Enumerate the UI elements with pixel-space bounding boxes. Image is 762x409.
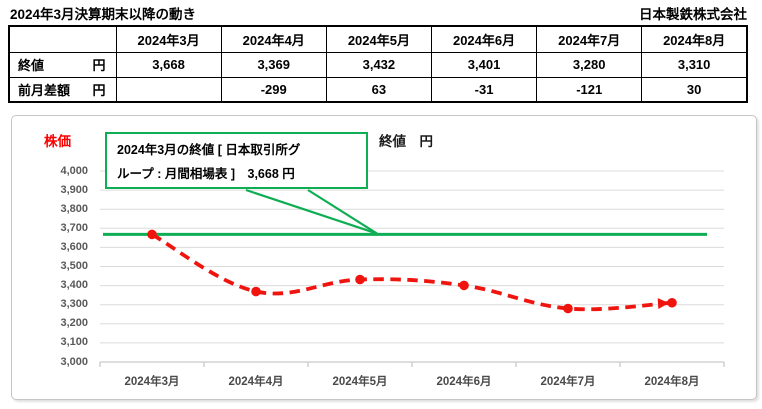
month-diff-row: 前月差額 円 -299 63 -31 -121 30 <box>8 76 748 103</box>
y-tick-label: 3,300 <box>60 298 88 311</box>
company-name: 日本製鉄株式会社 <box>639 7 747 22</box>
y-tick-label: 4,000 <box>60 164 88 177</box>
month-diff-cell <box>115 76 222 103</box>
closing-price-cell: 3,280 <box>536 51 643 78</box>
x-tick-label: 2024年5月 <box>332 376 388 388</box>
x-tick-label: 2024年3月 <box>124 376 180 388</box>
column-header: 2024年5月 <box>325 25 432 53</box>
y-tick-label: 3,700 <box>60 221 88 234</box>
closing-price-cell: 3,369 <box>220 51 327 78</box>
y-tick-label: 3,600 <box>60 240 88 253</box>
annotation-callout-box: 2024年3月の終値 [ 日本取引所グ ループ : 月間相場表 ] 3,668 … <box>105 132 368 189</box>
month-diff-cell: 30 <box>641 76 748 103</box>
y-tick-label: 3,100 <box>60 336 88 349</box>
annotation-text-line: ループ : 月間相場表 ] 3,668 円 <box>117 167 295 181</box>
column-header: 2024年6月 <box>430 25 538 53</box>
annotation-text-line: 2024年3月の終値 [ 日本取引所グ <box>117 143 301 157</box>
y-tick-label: 3,200 <box>60 317 88 330</box>
column-header: 2024年4月 <box>220 25 327 53</box>
x-tick-label: 2024年7月 <box>540 376 596 388</box>
chart-title: 終値 円 <box>379 134 433 149</box>
x-tick-label: 2024年4月 <box>228 376 284 388</box>
page-title: 2024年3月決算期末以降の動き <box>10 7 197 22</box>
y-tick-label: 3,900 <box>60 183 88 196</box>
row-header-month-diff: 前月差額 円 <box>8 76 117 103</box>
closing-price-row: 終値 円 3,668 3,369 3,432 3,401 3,280 3,310 <box>8 51 748 78</box>
corner-cell <box>8 25 117 53</box>
row-label: 前月差額 <box>18 82 71 98</box>
column-header: 2024年7月 <box>536 25 643 53</box>
row-label: 終値 <box>18 58 45 73</box>
y-tick-label: 3,000 <box>60 355 88 368</box>
column-header: 2024年8月 <box>641 25 748 53</box>
price-summary-table: 2024年3月 2024年4月 2024年5月 2024年6月 2024年7月 … <box>8 25 748 103</box>
y-tick-label: 3,800 <box>60 202 88 215</box>
month-diff-cell: 63 <box>325 76 432 103</box>
month-diff-cell: -299 <box>220 76 327 103</box>
closing-price-cell: 3,401 <box>430 51 538 78</box>
closing-price-cell: 3,432 <box>325 51 432 78</box>
row-unit: 円 <box>92 58 106 73</box>
x-tick-label: 2024年8月 <box>644 376 700 388</box>
month-diff-cell: -121 <box>536 76 643 103</box>
y-tick-label: 3,500 <box>60 260 88 272</box>
month-diff-cell: -31 <box>430 76 538 103</box>
table-header-row: 2024年3月 2024年4月 2024年5月 2024年6月 2024年7月 … <box>8 25 748 53</box>
row-header-closing-price: 終値 円 <box>8 51 117 78</box>
x-tick-label: 2024年6月 <box>436 376 492 388</box>
column-header: 2024年3月 <box>115 25 222 53</box>
closing-price-cell: 3,310 <box>641 51 748 78</box>
y-tick-label: 3,400 <box>60 279 88 292</box>
row-unit: 円 <box>92 82 106 98</box>
closing-price-cell: 3,668 <box>115 51 222 78</box>
y-axis-title: 株価 <box>44 134 71 149</box>
